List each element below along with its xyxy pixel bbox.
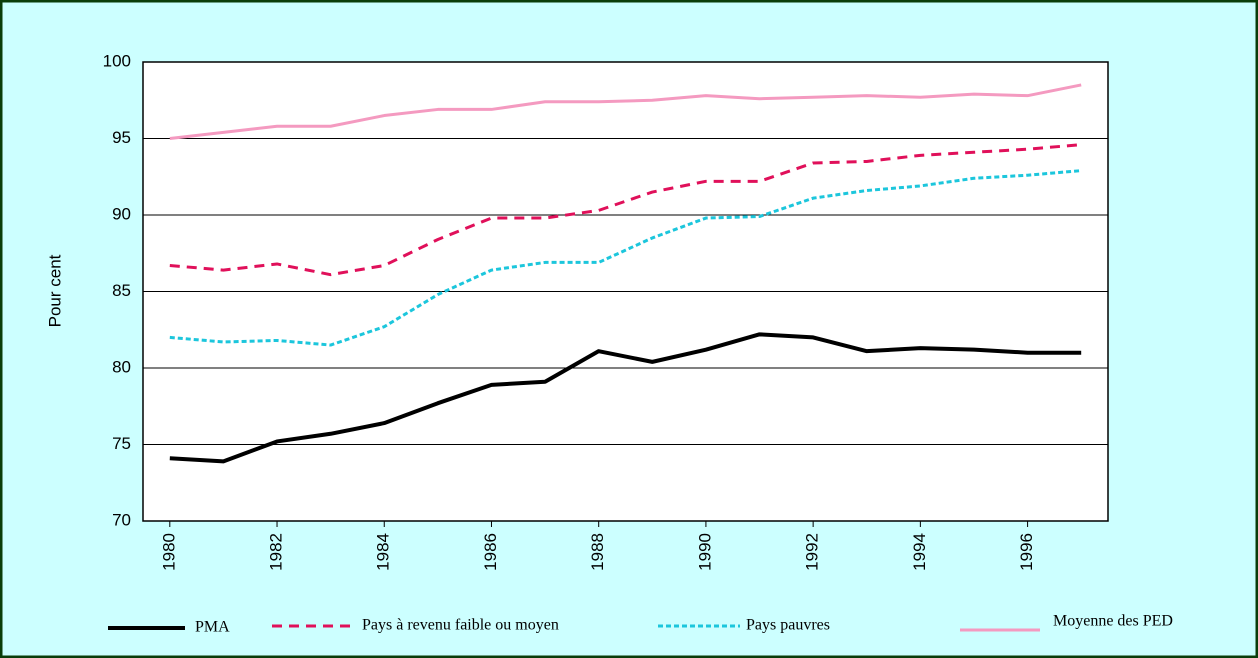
x-tick-label: 1980 — [159, 533, 178, 571]
series-line — [169, 169, 1082, 347]
series-line — [169, 83, 1082, 140]
x-tick-label: 1994 — [910, 533, 929, 571]
x-tick-label: 1996 — [1017, 533, 1036, 571]
x-tick-label: 1988 — [588, 533, 607, 571]
plot-border — [142, 61, 1109, 522]
x-tick-label: 1990 — [695, 533, 714, 571]
legend-label: Pays à revenu faible ou moyen — [362, 617, 559, 634]
y-tick-label: 75 — [112, 434, 131, 453]
legend-label: Pays pauvres — [746, 617, 830, 634]
legend-label: PMA — [195, 619, 230, 636]
series-line — [169, 332, 1082, 464]
y-tick-label: 70 — [112, 510, 131, 529]
y-tick-label: 100 — [103, 51, 131, 70]
y-tick-label: 90 — [112, 204, 131, 223]
x-tick-label: 1982 — [267, 533, 286, 571]
y-tick-label: 85 — [112, 281, 131, 300]
legend-label: Moyenne des PED — [1053, 613, 1173, 630]
y-tick-label: 95 — [112, 128, 131, 147]
y-tick-label: 80 — [112, 357, 131, 376]
series-line — [169, 143, 1082, 277]
x-tick-label: 1984 — [374, 533, 393, 571]
x-tick-label: 1986 — [481, 533, 500, 571]
x-tick-label: 1992 — [803, 533, 822, 571]
y-axis-label: Pour cent — [45, 254, 64, 327]
